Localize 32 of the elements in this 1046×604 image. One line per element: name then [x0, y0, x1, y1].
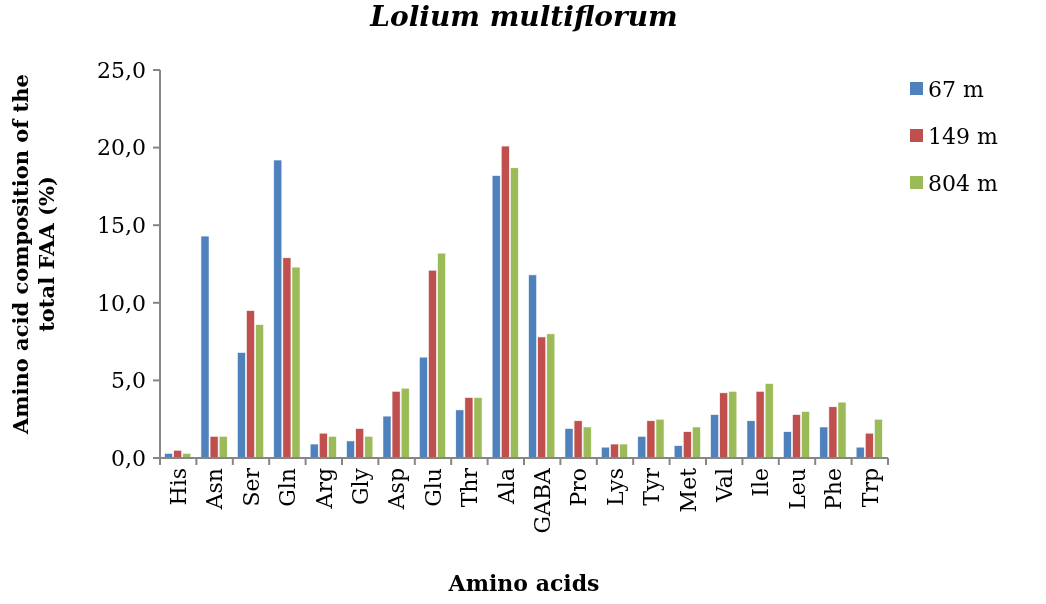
- y-axis-title: Amino acid composition of the total FAA (%): [8, 74, 59, 435]
- x-tick-label: Phe: [821, 468, 847, 510]
- x-tick-label: Pro: [566, 468, 592, 507]
- y-tick-label: 5,0: [111, 368, 146, 394]
- x-tick-label: Gly: [347, 467, 373, 506]
- x-tick-label: Trp: [857, 468, 883, 508]
- y-tick-label: 25,0: [97, 57, 146, 83]
- x-tick-label: Asp: [384, 468, 410, 511]
- x-tick-label: Ile: [748, 468, 774, 497]
- x-tick-label: Ala: [493, 468, 519, 506]
- y-tick-label: 15,0: [97, 212, 146, 238]
- x-tick-label: His: [165, 468, 191, 506]
- y-tick-label: 10,0: [97, 290, 146, 316]
- y-tick-label: 0,0: [111, 445, 146, 471]
- legend-label: 149 m: [928, 123, 998, 149]
- x-tick-label: Arg: [311, 468, 337, 510]
- x-tick-label: Glu: [420, 468, 446, 507]
- x-tick-label: Tyr: [639, 467, 665, 506]
- legend-label: 67 m: [928, 76, 984, 102]
- x-tick-label: Ser: [238, 467, 264, 507]
- chart-title: Lolium multiflorum: [369, 0, 678, 33]
- x-tick-label: Thr: [457, 467, 483, 508]
- x-tick-label: GABA: [529, 466, 555, 534]
- y-tick-label: 20,0: [97, 135, 146, 161]
- x-tick-label: Gln: [275, 468, 301, 507]
- x-tick-label: Leu: [784, 468, 810, 510]
- x-tick-label: Asn: [202, 468, 228, 511]
- x-tick-label: Met: [675, 467, 701, 513]
- x-axis-title: Amino acids: [447, 570, 600, 596]
- x-tick-label: Lys: [602, 468, 628, 506]
- legend-label: 804 m: [928, 170, 998, 196]
- x-tick-label: Val: [711, 468, 737, 504]
